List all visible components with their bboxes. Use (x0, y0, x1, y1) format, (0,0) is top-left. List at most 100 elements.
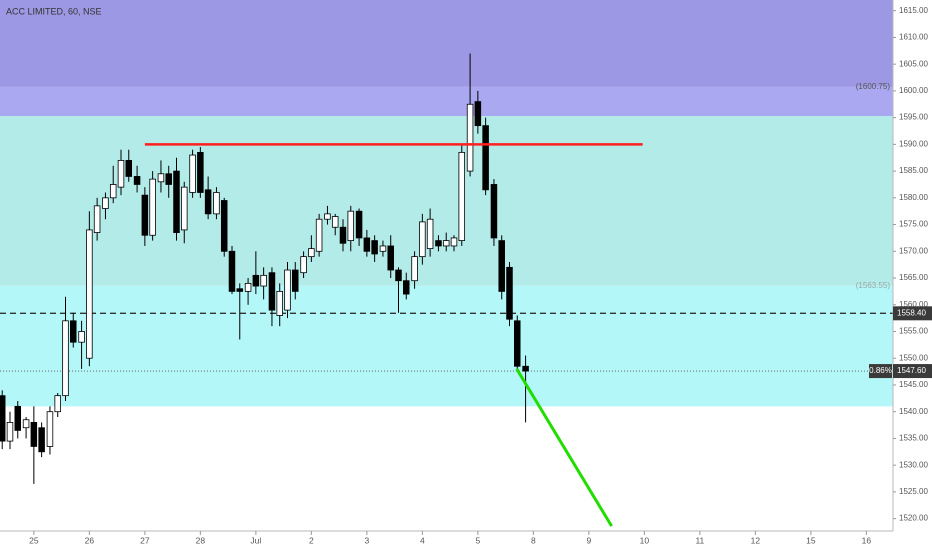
candle-body (157, 173, 165, 183)
candle-body (268, 272, 276, 311)
candle-body (236, 288, 244, 292)
x-tick-label: 16 (862, 535, 872, 545)
candle-body (117, 160, 125, 188)
x-tick-label: 10 (640, 535, 650, 545)
candle-body (54, 395, 61, 413)
candle-body (14, 405, 22, 431)
candle-body (331, 216, 339, 228)
candle-body (379, 245, 387, 252)
candle-body (46, 411, 54, 447)
y-tick-label: 1520.00 (899, 514, 928, 523)
x-tick-label: Jul (250, 535, 261, 545)
candle-body (498, 240, 505, 292)
candle-body (6, 421, 14, 442)
candle-body (308, 248, 315, 258)
candle-body (109, 184, 117, 199)
y-tick-label: 1525.00 (899, 487, 928, 496)
candle-body (125, 160, 133, 177)
zone-label: (1563.55) (856, 281, 891, 290)
y-tick-label: 1615.00 (899, 6, 928, 15)
candle-body (38, 427, 45, 453)
candle-body (165, 173, 172, 185)
candle-body (86, 229, 93, 359)
candle-body (70, 320, 77, 343)
y-tick-label: 1600.00 (899, 86, 928, 95)
candle-body (458, 151, 466, 242)
candle-body (403, 280, 410, 295)
candle-body (411, 256, 418, 282)
y-tick-label: 1555.00 (899, 327, 928, 336)
candle-body (355, 210, 363, 239)
candle-body (292, 269, 299, 292)
candle-body (426, 218, 434, 250)
candle-body (30, 421, 38, 447)
y-tick-label: 1545.00 (899, 380, 928, 389)
candle-body (506, 266, 513, 320)
x-tick-label: 4 (420, 535, 425, 545)
candle-body (181, 186, 188, 231)
y-tick-label: 1530.00 (899, 460, 928, 469)
candle-body (204, 189, 212, 215)
candle-body (395, 269, 402, 282)
candle-body (347, 210, 355, 242)
candle-body (482, 125, 489, 191)
x-tick-label: 28 (196, 535, 206, 545)
candle-body (522, 365, 529, 372)
candle-body (189, 154, 196, 193)
candle-body (514, 320, 521, 367)
candle-body (213, 192, 220, 215)
y-tick-label: 1590.00 (899, 139, 928, 148)
candle-body (450, 237, 458, 247)
y-tick-label: 1585.00 (899, 166, 928, 175)
candle-body (133, 176, 141, 185)
y-tick-label: 1595.00 (899, 113, 928, 122)
y-tick-label: 1540.00 (899, 407, 928, 416)
candle-body (102, 197, 109, 209)
x-tick-label: 26 (85, 535, 95, 545)
x-tick-label: 12 (751, 535, 761, 545)
candle-body (435, 240, 442, 247)
candle-body (149, 178, 156, 236)
candle-body (173, 170, 180, 233)
x-tick-label: 11 (695, 535, 704, 545)
candle-body (490, 184, 498, 239)
x-tick-label: 27 (140, 535, 150, 545)
candle-body (0, 395, 6, 442)
x-tick-label: 25 (29, 535, 39, 545)
price-label-box (893, 306, 932, 321)
candle-body (78, 331, 85, 343)
zone (0, 116, 893, 286)
candle-body (284, 269, 291, 311)
x-tick-label: 15 (806, 535, 816, 545)
x-tick-label: 5 (475, 535, 480, 545)
change-label: 0.86% (869, 366, 892, 375)
axes: ACC LIMITED, 60, NSE 1520.00 1525.00 1530.0… (6, 6, 932, 545)
y-tick-label: 1535.00 (899, 434, 928, 443)
candle-body (220, 200, 228, 252)
candle-body (387, 245, 394, 271)
candle-body (315, 218, 323, 252)
x-tick-label: 9 (586, 535, 591, 545)
candle-body (141, 194, 149, 236)
candle-body (276, 290, 283, 316)
candle-body (363, 237, 371, 252)
zone (0, 0, 893, 87)
change-label-box (869, 364, 892, 379)
zone-label: (1600.75) (856, 82, 891, 91)
candle-body (93, 205, 101, 233)
price-label: 1547.60 (897, 366, 926, 375)
candle-body (419, 221, 426, 258)
candle-body (339, 226, 347, 244)
y-tick-label: 1560.00 (899, 300, 928, 309)
candle-body (22, 419, 30, 429)
candle-body (197, 151, 204, 193)
plot-area (0, 0, 893, 527)
y-tick-label: 1565.00 (899, 273, 928, 282)
candle-body (260, 274, 267, 287)
candle-body (252, 274, 260, 287)
candle-body (466, 103, 474, 172)
x-tick-label: 8 (531, 535, 536, 545)
candle-body (228, 250, 236, 292)
y-tick-label: 1610.00 (899, 33, 928, 42)
